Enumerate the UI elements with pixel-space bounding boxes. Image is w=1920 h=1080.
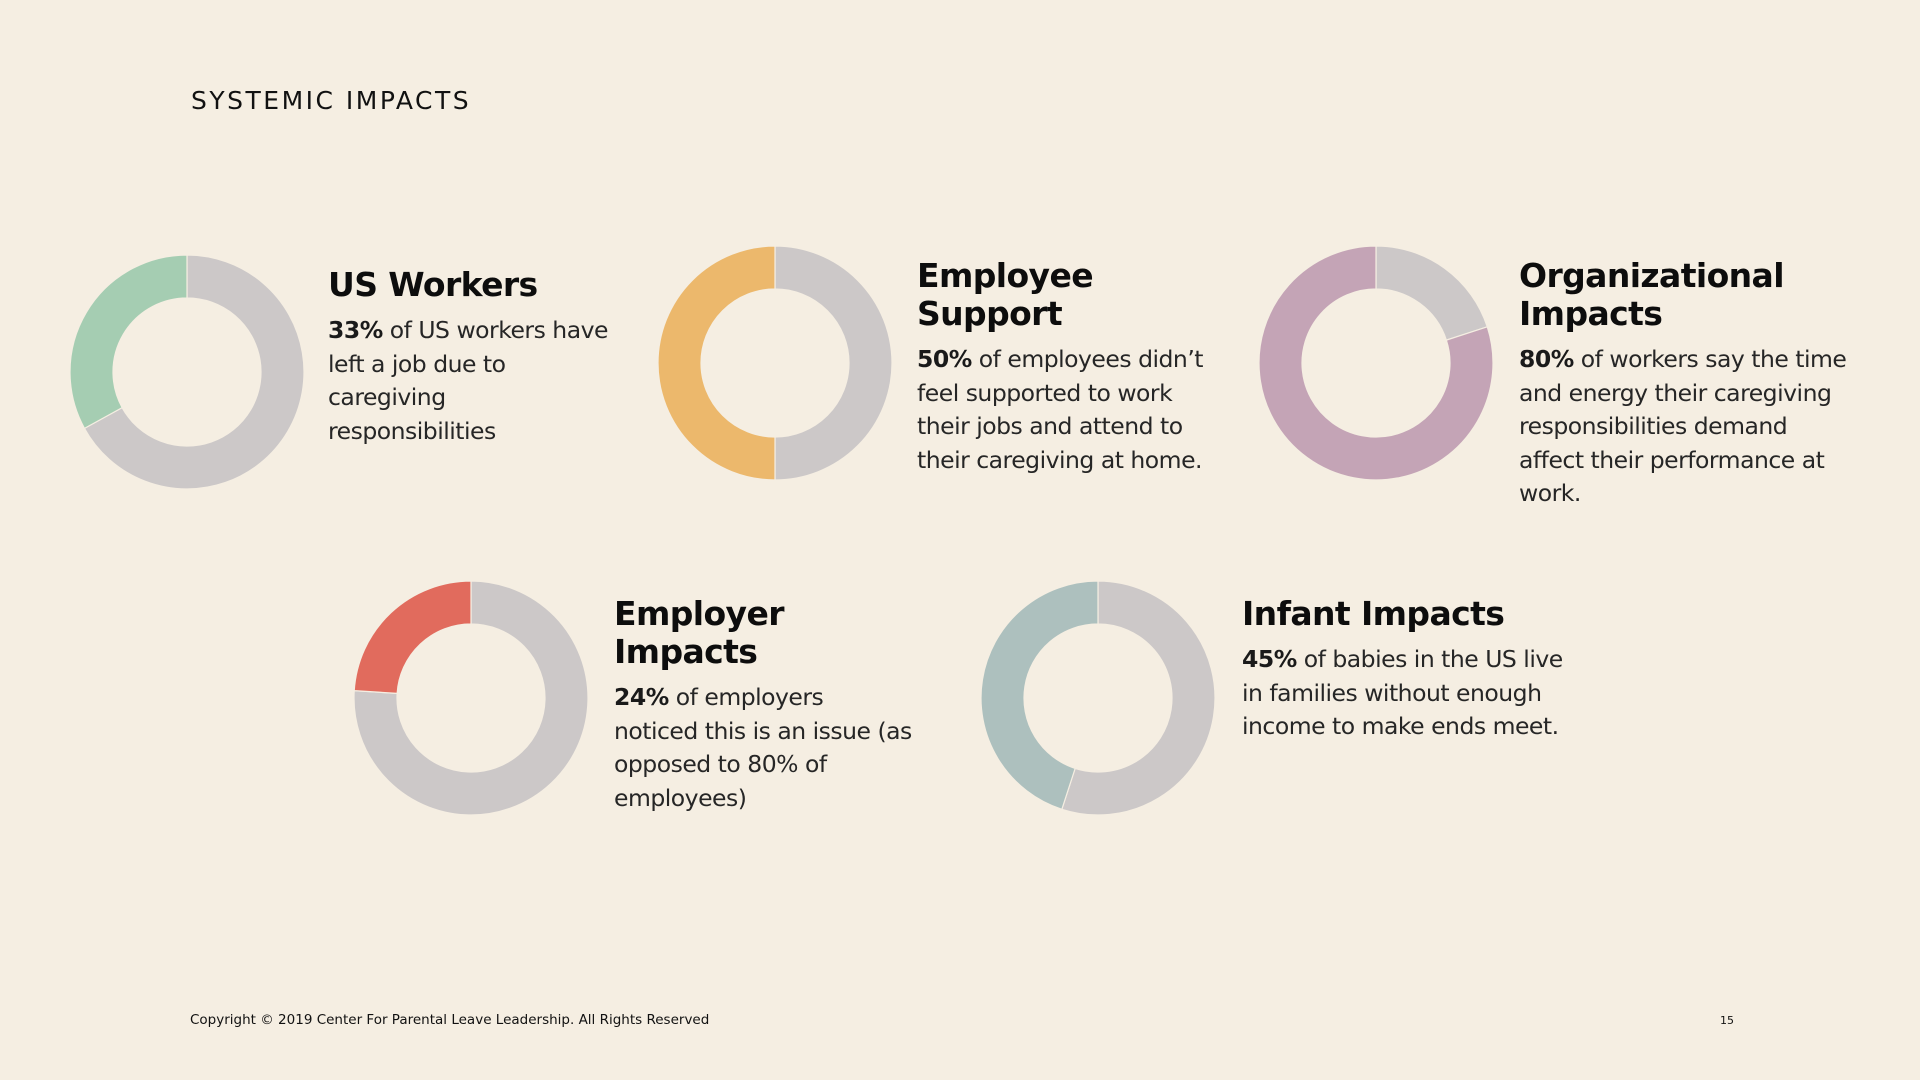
- donut-value-segment: [354, 581, 472, 694]
- footer-copyright: Copyright © 2019 Center For Parental Lea…: [190, 1012, 710, 1028]
- stat-heading: Infant Impacts: [1242, 594, 1505, 633]
- donut-svg: [1259, 246, 1493, 480]
- donut-value-segment: [1259, 246, 1493, 480]
- donut-remainder-segment: [774, 246, 892, 480]
- stat-heading: Organizational Impacts: [1519, 256, 1785, 333]
- stat-description-text: of employers noticed this is an issue (a…: [614, 683, 912, 812]
- donut-chart-us-workers: [70, 255, 304, 489]
- stat-description: 45% of babies in the US live in families…: [1242, 643, 1572, 744]
- donut-remainder-segment: [354, 581, 588, 815]
- page-number: 15: [1720, 1014, 1734, 1027]
- stat-percent: 45%: [1242, 645, 1297, 673]
- stat-employee-support: Employee Support 50% of employees didn’t…: [917, 257, 1217, 477]
- donut-chart-employee-support: [658, 246, 892, 480]
- stat-employer-impacts: Employer Impacts 24% of employers notice…: [614, 595, 914, 815]
- donut-chart-employer-impacts: [354, 581, 588, 815]
- stat-percent: 24%: [614, 683, 669, 711]
- page-title: SYSTEMIC IMPACTS: [191, 86, 472, 115]
- donut-value-segment: [658, 246, 776, 480]
- stat-infant-impacts: Infant Impacts 45% of babies in the US l…: [1242, 595, 1572, 744]
- stat-percent: 33%: [328, 316, 383, 344]
- stat-us-workers: US Workers 33% of US workers have left a…: [328, 266, 628, 448]
- donut-svg: [70, 255, 304, 489]
- donut-chart-infant-impacts: [981, 581, 1215, 815]
- donut-remainder-segment: [1375, 246, 1489, 341]
- donut-remainder-segment: [83, 255, 304, 489]
- stat-organizational-impacts: Organizational Impacts 80% of workers sa…: [1519, 257, 1849, 511]
- stat-heading: Employee Support: [917, 256, 1094, 333]
- donut-remainder-segment: [1061, 581, 1215, 815]
- stat-description-text: of workers say the time and energy their…: [1519, 345, 1847, 507]
- stat-description-text: of employees didn’t feel supported to wo…: [917, 345, 1204, 474]
- donut-svg: [658, 246, 892, 480]
- stat-heading: US Workers: [328, 265, 538, 304]
- stat-description: 50% of employees didn’t feel supported t…: [917, 343, 1217, 477]
- donut-value-segment: [70, 255, 188, 430]
- stat-description-text: of US workers have left a job due to car…: [328, 316, 608, 445]
- donut-svg: [354, 581, 588, 815]
- stat-description-text: of babies in the US live in families wit…: [1242, 645, 1563, 740]
- stat-percent: 80%: [1519, 345, 1574, 373]
- stat-description: 80% of workers say the time and energy t…: [1519, 343, 1849, 511]
- stat-percent: 50%: [917, 345, 972, 373]
- donut-svg: [981, 581, 1215, 815]
- stat-description: 33% of US workers have left a job due to…: [328, 314, 618, 448]
- donut-chart-organizational-impacts: [1259, 246, 1493, 480]
- stat-heading: Employer Impacts: [614, 594, 785, 671]
- stat-description: 24% of employers noticed this is an issu…: [614, 681, 914, 815]
- donut-value-segment: [981, 581, 1099, 811]
